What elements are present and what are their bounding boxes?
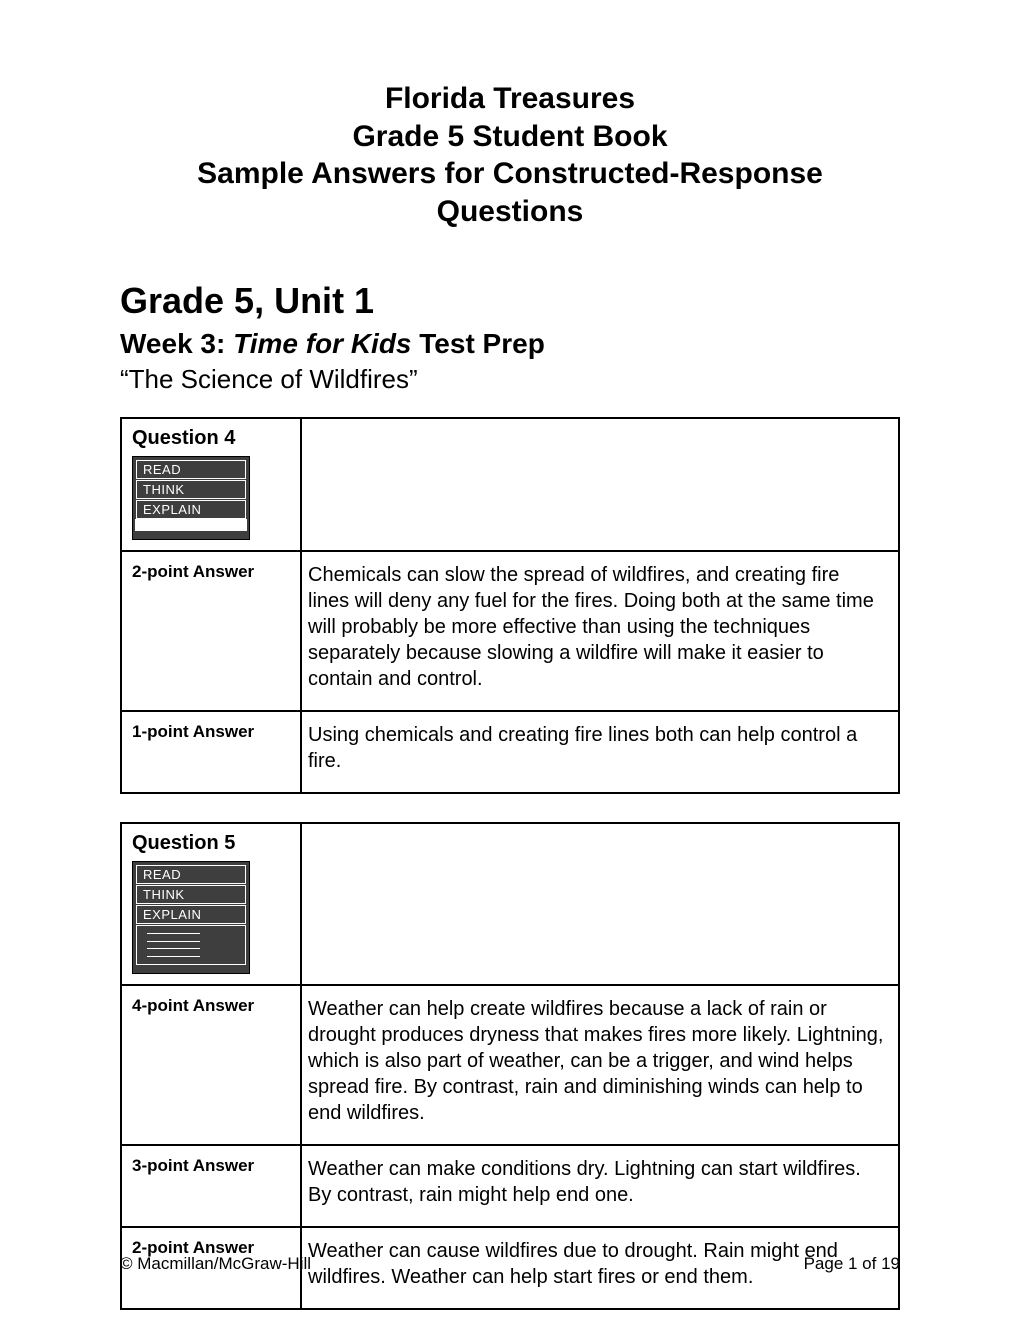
answer-label: 1-point Answer <box>121 711 301 793</box>
rte-read: READ <box>136 865 246 884</box>
answer-label: 2-point Answer <box>121 551 301 711</box>
answer-text: Weather can make conditions dry. Lightni… <box>301 1145 899 1227</box>
question-5-number: Question 5 <box>132 832 290 855</box>
question-5-empty-cell <box>301 823 899 985</box>
table-row: 1-point Answer Using chemicals and creat… <box>121 711 899 793</box>
page-number: Page 1 of 19 <box>804 1254 900 1274</box>
table-row: 3-point Answer Weather can make conditio… <box>121 1145 899 1227</box>
rte-explain: EXPLAIN <box>136 500 246 519</box>
rte-explain: EXPLAIN <box>136 905 246 924</box>
answer-label: 3-point Answer <box>121 1145 301 1227</box>
rte-think: THINK <box>136 480 246 499</box>
question-5-header-cell: Question 5 READ THINK EXPLAIN <box>121 823 301 985</box>
rte-write-lines-icon <box>136 925 246 965</box>
rte-think: THINK <box>136 885 246 904</box>
story-title: “The Science of Wildfires” <box>120 364 900 395</box>
unit-heading: Grade 5, Unit 1 <box>120 280 900 322</box>
question-4-empty-cell <box>301 418 899 551</box>
answer-text: Using chemicals and creating fire lines … <box>301 711 899 793</box>
answer-text: Chemicals can slow the spread of wildfir… <box>301 551 899 711</box>
document-title: Florida Treasures Grade 5 Student Book S… <box>120 80 900 230</box>
copyright-text: © Macmillan/McGraw-Hill <box>120 1254 311 1274</box>
read-think-explain-icon: READ THINK EXPLAIN <box>132 861 250 974</box>
question-4-header-cell: Question 4 READ THINK EXPLAIN <box>121 418 301 551</box>
read-think-explain-icon: READ THINK EXPLAIN <box>132 456 250 540</box>
table-row: 2-point Answer Chemicals can slow the sp… <box>121 551 899 711</box>
title-line-1: Florida Treasures <box>120 80 900 118</box>
week-suffix: Test Prep <box>412 328 545 359</box>
rte-read: READ <box>136 460 246 479</box>
question-5-table: Question 5 READ THINK EXPLAIN 4-point An… <box>120 822 900 1310</box>
question-4-number: Question 4 <box>132 427 290 450</box>
question-4-table: Question 4 READ THINK EXPLAIN 2-point An… <box>120 417 900 794</box>
answer-label: 4-point Answer <box>121 985 301 1145</box>
page-footer: © Macmillan/McGraw-Hill Page 1 of 19 <box>120 1254 900 1274</box>
week-italic: Time for Kids <box>233 328 411 359</box>
answer-text: Weather can help create wildfires becaus… <box>301 985 899 1145</box>
week-heading: Week 3: Time for Kids Test Prep <box>120 328 900 360</box>
title-line-3: Sample Answers for Constructed-Response … <box>120 155 900 230</box>
week-prefix: Week 3: <box>120 328 233 359</box>
title-line-2: Grade 5 Student Book <box>120 118 900 156</box>
rte-blank <box>135 519 247 531</box>
table-row: 4-point Answer Weather can help create w… <box>121 985 899 1145</box>
